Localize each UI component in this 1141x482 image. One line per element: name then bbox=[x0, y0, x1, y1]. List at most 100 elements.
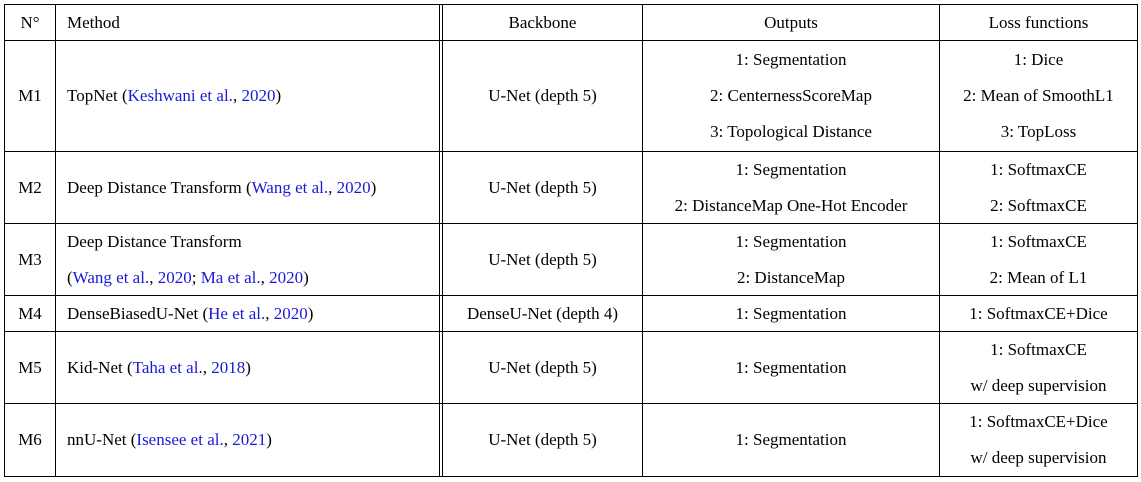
method-name: Kid-Net ( bbox=[67, 357, 133, 377]
loss-line: 1: SoftmaxCE bbox=[990, 339, 1087, 359]
row-m5-id: M5 bbox=[5, 332, 55, 403]
output-line: 2: DistanceMap bbox=[736, 267, 846, 287]
row-m2-id: M2 bbox=[5, 152, 55, 223]
vrule-method-backbone-a bbox=[439, 4, 440, 477]
row-m5-method: Kid-Net (Taha et al., 2018) bbox=[67, 332, 437, 403]
loss-line: w/ deep supervision bbox=[970, 448, 1107, 467]
output-line: 1: Segmentation bbox=[735, 50, 847, 69]
citation-year-link[interactable]: 2020 bbox=[336, 177, 371, 197]
method-text: TopNet (Keshwani et al., 2020) bbox=[67, 86, 281, 106]
header-outputs: Outputs bbox=[643, 5, 939, 40]
row-m3-id: M3 bbox=[5, 224, 55, 295]
row-m1-loss: 1: Dice 2: Mean of SmoothL1 3: TopLoss bbox=[940, 41, 1137, 151]
header-loss-text: Loss functions bbox=[988, 12, 1089, 32]
method-name: nnU-Net ( bbox=[67, 430, 137, 449]
citation-link[interactable]: Wang et al. bbox=[251, 177, 329, 197]
citation-year-link[interactable]: 2021 bbox=[232, 430, 267, 449]
output-line: 1: Segmentation bbox=[735, 303, 847, 323]
citation-link[interactable]: He et al. bbox=[208, 303, 266, 323]
header-method: Method bbox=[67, 5, 437, 40]
output-line: 1: Segmentation bbox=[735, 357, 847, 377]
row-m4-backbone: DenseU-Net (depth 4) bbox=[443, 296, 642, 331]
header-method-text: Method bbox=[67, 12, 120, 32]
citation-year-link[interactable]: 2020 bbox=[273, 303, 308, 323]
method-line-1: Deep Distance Transform bbox=[67, 231, 242, 251]
loss-line: w/ deep supervision bbox=[970, 375, 1107, 395]
vrule-backbone-outputs bbox=[642, 4, 643, 477]
citation-link[interactable]: Taha et al. bbox=[132, 357, 203, 377]
row-m6-method: nnU-Net (Isensee et al., 2021) bbox=[67, 404, 437, 476]
row-m4-id: M4 bbox=[5, 296, 55, 331]
citation-year-link[interactable]: 2020 bbox=[269, 267, 304, 287]
loss-line: 1: SoftmaxCE bbox=[990, 231, 1087, 251]
row-id-text: M6 bbox=[18, 430, 42, 449]
citation-year-link[interactable]: 2020 bbox=[157, 267, 192, 287]
citation-link[interactable]: Keshwani et al. bbox=[127, 86, 233, 105]
loss-line: 3: TopLoss bbox=[1000, 122, 1077, 141]
loss-line: 2: SoftmaxCE bbox=[990, 195, 1087, 215]
separator: , bbox=[232, 86, 242, 105]
rule-row-1 bbox=[4, 151, 1138, 152]
header-backbone-text: Backbone bbox=[508, 12, 577, 32]
row-id-text: M5 bbox=[18, 357, 42, 377]
backbone-text: U-Net (depth 5) bbox=[488, 177, 597, 197]
loss-line: 1: SoftmaxCE+Dice bbox=[969, 412, 1108, 431]
row-m6-outputs: 1: Segmentation bbox=[643, 404, 939, 476]
method-text: Deep Distance Transform (Wang et al., 20… bbox=[67, 178, 376, 198]
citation-link[interactable]: Wang et al. bbox=[72, 267, 150, 287]
paren-close: ) bbox=[275, 86, 282, 105]
method-name: DenseBiasedU-Net ( bbox=[67, 303, 209, 323]
citation-year-link[interactable]: 2020 bbox=[241, 86, 276, 105]
row-m1-id: M1 bbox=[5, 41, 55, 151]
paren-close: ) bbox=[370, 177, 377, 197]
row-m2-outputs: 1: Segmentation 2: DistanceMap One-Hot E… bbox=[643, 152, 939, 223]
method-text: nnU-Net (Isensee et al., 2021) bbox=[67, 430, 272, 450]
backbone-text: U-Net (depth 5) bbox=[488, 430, 597, 449]
vrule-outputs-loss bbox=[939, 4, 940, 477]
row-m3-backbone: U-Net (depth 5) bbox=[443, 224, 642, 295]
rule-bottom bbox=[4, 476, 1138, 477]
row-m6-loss: 1: SoftmaxCE+Dice w/ deep supervision bbox=[940, 404, 1137, 476]
row-m4-method: DenseBiasedU-Net (He et al., 2020) bbox=[67, 296, 437, 331]
header-no-text: N° bbox=[20, 12, 40, 32]
loss-line: 2: Mean of L1 bbox=[989, 267, 1088, 287]
row-m6-backbone: U-Net (depth 5) bbox=[443, 404, 642, 476]
row-id-text: M2 bbox=[18, 177, 42, 197]
row-m2-backbone: U-Net (depth 5) bbox=[443, 152, 642, 223]
row-id-text: M1 bbox=[18, 86, 42, 105]
citation-year-link[interactable]: 2018 bbox=[211, 357, 246, 377]
rule-header bbox=[4, 40, 1138, 41]
header-outputs-text: Outputs bbox=[764, 12, 818, 32]
row-m1-outputs: 1: Segmentation 2: CenternessScoreMap 3:… bbox=[643, 41, 939, 151]
separator: , bbox=[265, 303, 274, 323]
separator: , bbox=[202, 357, 212, 377]
paren-close: ) bbox=[245, 357, 251, 377]
citation-link[interactable]: Isensee et al. bbox=[136, 430, 224, 449]
rule-row-5 bbox=[4, 403, 1138, 404]
output-line: 2: DistanceMap One-Hot Encoder bbox=[674, 195, 908, 215]
separator: ; bbox=[191, 267, 201, 287]
vrule-method-backbone-b bbox=[442, 4, 443, 477]
backbone-text: U-Net (depth 5) bbox=[488, 86, 597, 105]
paren-open: ( bbox=[67, 267, 73, 287]
method-text: DenseBiasedU-Net (He et al., 2020) bbox=[67, 304, 313, 324]
rule-row-2 bbox=[4, 223, 1138, 224]
loss-line: 2: Mean of SmoothL1 bbox=[963, 86, 1114, 105]
output-line: 1: Segmentation bbox=[735, 159, 847, 179]
rule-row-3 bbox=[4, 295, 1138, 296]
paren-close: ) bbox=[307, 303, 314, 323]
row-m3-loss: 1: SoftmaxCE 2: Mean of L1 bbox=[940, 224, 1137, 295]
row-m5-outputs: 1: Segmentation bbox=[643, 332, 939, 403]
separator: , bbox=[149, 267, 158, 287]
method-name: Deep Distance Transform ( bbox=[67, 177, 252, 197]
row-m5-backbone: U-Net (depth 5) bbox=[443, 332, 642, 403]
output-line: 2: CenternessScoreMap bbox=[710, 86, 872, 105]
output-line: 3: Topological Distance bbox=[710, 122, 872, 141]
output-line: 1: Segmentation bbox=[735, 430, 847, 449]
paren-close: ) bbox=[303, 267, 309, 287]
row-m4-outputs: 1: Segmentation bbox=[643, 296, 939, 331]
row-m3-method: Deep Distance Transform (Wang et al., 20… bbox=[67, 224, 437, 295]
citation-link[interactable]: Ma et al. bbox=[200, 267, 261, 287]
method-name: TopNet ( bbox=[67, 86, 128, 105]
row-m1-method: TopNet (Keshwani et al., 2020) bbox=[67, 41, 437, 151]
